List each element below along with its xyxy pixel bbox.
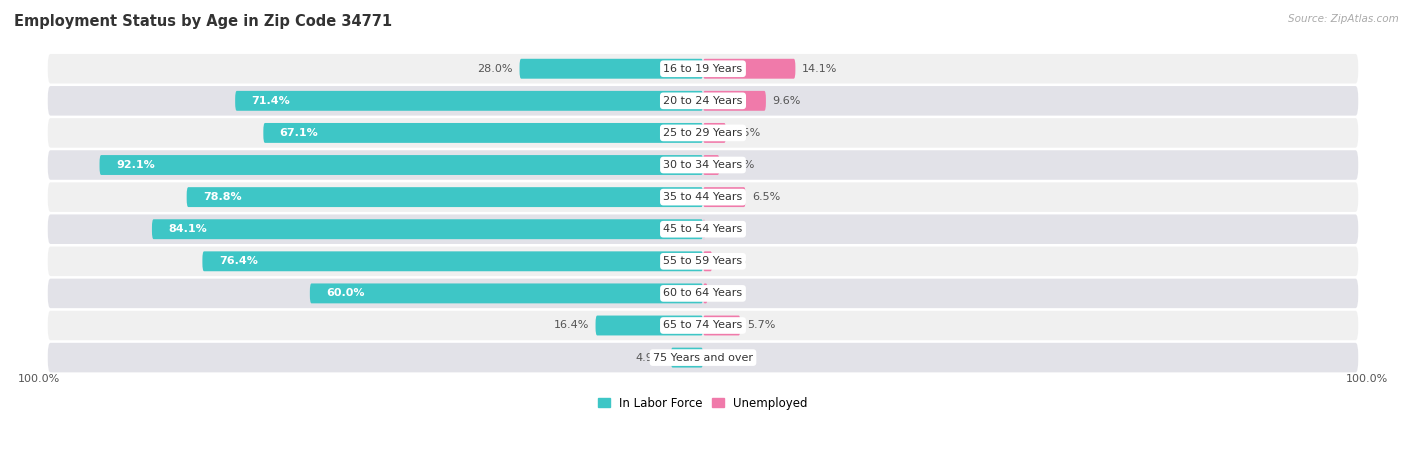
Text: 14.1%: 14.1% xyxy=(801,64,838,74)
FancyBboxPatch shape xyxy=(48,279,1358,308)
FancyBboxPatch shape xyxy=(520,59,703,78)
Text: 100.0%: 100.0% xyxy=(1346,373,1388,384)
FancyBboxPatch shape xyxy=(703,155,720,175)
Text: 67.1%: 67.1% xyxy=(280,128,319,138)
Text: 60 to 64 Years: 60 to 64 Years xyxy=(664,288,742,299)
Text: 4.9%: 4.9% xyxy=(636,353,665,363)
FancyBboxPatch shape xyxy=(703,59,796,78)
Text: 92.1%: 92.1% xyxy=(115,160,155,170)
FancyBboxPatch shape xyxy=(48,118,1358,147)
Text: 55 to 59 Years: 55 to 59 Years xyxy=(664,256,742,266)
FancyBboxPatch shape xyxy=(48,86,1358,115)
Text: 45 to 54 Years: 45 to 54 Years xyxy=(664,224,742,234)
Text: 76.4%: 76.4% xyxy=(219,256,257,266)
FancyBboxPatch shape xyxy=(703,316,741,336)
Text: Employment Status by Age in Zip Code 34771: Employment Status by Age in Zip Code 347… xyxy=(14,14,392,28)
Text: 3.5%: 3.5% xyxy=(733,128,761,138)
FancyBboxPatch shape xyxy=(48,343,1358,373)
FancyBboxPatch shape xyxy=(48,247,1358,276)
FancyBboxPatch shape xyxy=(48,214,1358,244)
FancyBboxPatch shape xyxy=(202,251,703,271)
FancyBboxPatch shape xyxy=(703,91,766,111)
Text: 28.0%: 28.0% xyxy=(478,64,513,74)
Text: 9.6%: 9.6% xyxy=(772,96,801,106)
FancyBboxPatch shape xyxy=(48,182,1358,212)
Text: 0.3%: 0.3% xyxy=(711,224,740,234)
Text: 71.4%: 71.4% xyxy=(252,96,290,106)
Text: 1.4%: 1.4% xyxy=(718,256,747,266)
Text: 0.7%: 0.7% xyxy=(714,288,742,299)
Text: 30 to 34 Years: 30 to 34 Years xyxy=(664,160,742,170)
FancyBboxPatch shape xyxy=(703,283,707,304)
FancyBboxPatch shape xyxy=(48,150,1358,180)
Text: 2.5%: 2.5% xyxy=(725,160,754,170)
Text: 35 to 44 Years: 35 to 44 Years xyxy=(664,192,742,202)
Text: 100.0%: 100.0% xyxy=(18,373,60,384)
FancyBboxPatch shape xyxy=(100,155,703,175)
FancyBboxPatch shape xyxy=(235,91,703,111)
FancyBboxPatch shape xyxy=(187,187,703,207)
Text: 60.0%: 60.0% xyxy=(326,288,364,299)
Text: 0.0%: 0.0% xyxy=(710,353,738,363)
FancyBboxPatch shape xyxy=(671,348,703,368)
Text: 84.1%: 84.1% xyxy=(169,224,207,234)
Text: 78.8%: 78.8% xyxy=(202,192,242,202)
Text: 5.7%: 5.7% xyxy=(747,321,775,331)
Text: 25 to 29 Years: 25 to 29 Years xyxy=(664,128,742,138)
Text: 16 to 19 Years: 16 to 19 Years xyxy=(664,64,742,74)
Text: 65 to 74 Years: 65 to 74 Years xyxy=(664,321,742,331)
FancyBboxPatch shape xyxy=(703,187,745,207)
FancyBboxPatch shape xyxy=(263,123,703,143)
FancyBboxPatch shape xyxy=(152,219,703,239)
FancyBboxPatch shape xyxy=(703,123,725,143)
FancyBboxPatch shape xyxy=(309,283,703,304)
FancyBboxPatch shape xyxy=(596,316,703,336)
FancyBboxPatch shape xyxy=(48,54,1358,83)
Text: 6.5%: 6.5% xyxy=(752,192,780,202)
Text: Source: ZipAtlas.com: Source: ZipAtlas.com xyxy=(1288,14,1399,23)
FancyBboxPatch shape xyxy=(703,219,704,239)
Text: 20 to 24 Years: 20 to 24 Years xyxy=(664,96,742,106)
Legend: In Labor Force, Unemployed: In Labor Force, Unemployed xyxy=(593,392,813,415)
FancyBboxPatch shape xyxy=(703,251,713,271)
FancyBboxPatch shape xyxy=(48,311,1358,340)
Text: 16.4%: 16.4% xyxy=(554,321,589,331)
Text: 75 Years and over: 75 Years and over xyxy=(652,353,754,363)
